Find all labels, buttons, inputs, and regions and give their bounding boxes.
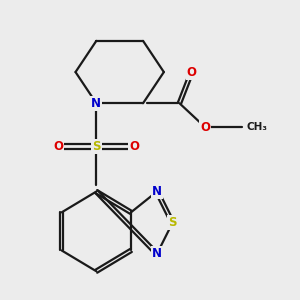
Text: O: O xyxy=(129,140,140,153)
Text: N: N xyxy=(91,97,101,110)
Text: O: O xyxy=(187,66,196,79)
Text: N: N xyxy=(152,185,162,198)
Text: S: S xyxy=(92,140,100,153)
Text: S: S xyxy=(168,216,177,229)
Text: O: O xyxy=(53,140,63,153)
Text: N: N xyxy=(152,248,162,260)
Text: CH₃: CH₃ xyxy=(247,122,268,133)
Text: O: O xyxy=(200,121,210,134)
